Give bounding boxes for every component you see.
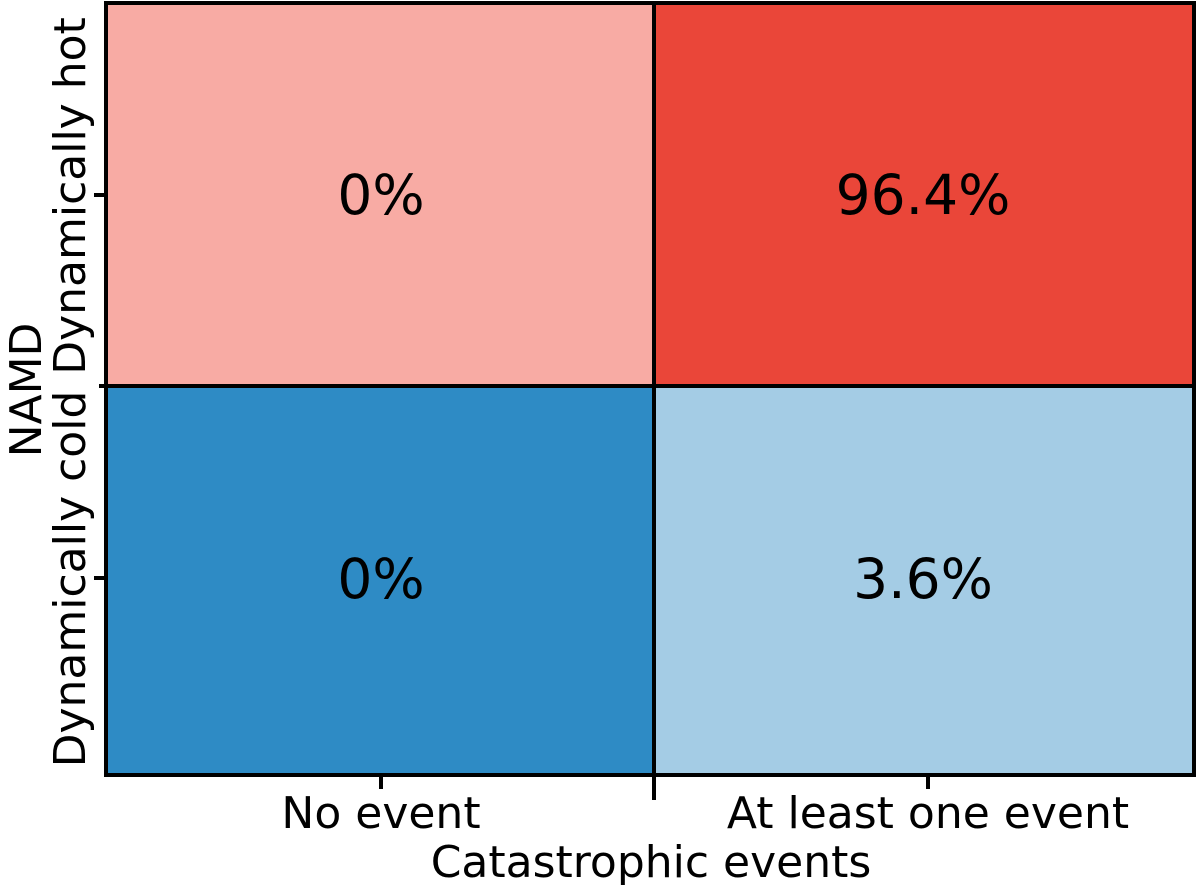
x-tick-label-event: At least one event — [726, 788, 1130, 839]
y-axis-title: NAMD — [1, 322, 52, 458]
column-divider-line — [652, 5, 656, 773]
row-divider-line — [99, 384, 1192, 388]
x-boundary-tick-mark — [652, 777, 656, 800]
cell-value-cold-noevent: 0% — [337, 547, 425, 611]
heatmap-cell-hot-noevent: 0% — [108, 5, 654, 386]
heatmap-cell-cold-event: 3.6% — [654, 386, 1192, 773]
plot-area: 0% 96.4% 0% 3.6% — [99, 1, 1196, 777]
x-axis-title: Catastrophic events — [430, 837, 872, 885]
x-tick-label-noevent: No event — [281, 788, 481, 839]
heatmap-cell-cold-noevent: 0% — [108, 386, 654, 773]
x-tick-mark-noevent — [379, 777, 383, 789]
cell-value-hot-noevent: 0% — [337, 163, 425, 227]
y-tick-mark-cold — [94, 576, 104, 580]
cell-value-hot-event: 96.4% — [835, 163, 1011, 227]
cell-value-cold-event: 3.6% — [853, 547, 993, 611]
x-tick-mark-event — [926, 777, 930, 789]
y-tick-label-dynamically-hot: Dynamically hot — [45, 17, 96, 375]
y-tick-mark-hot — [94, 193, 104, 197]
heatmap-cell-hot-event: 96.4% — [654, 5, 1192, 386]
y-tick-label-dynamically-cold: Dynamically cold — [45, 390, 96, 768]
